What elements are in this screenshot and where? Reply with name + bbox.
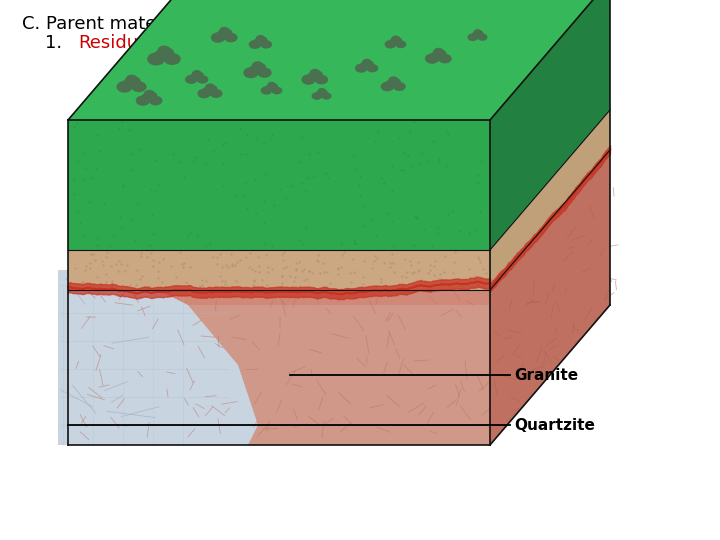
Ellipse shape <box>355 64 367 73</box>
Ellipse shape <box>384 40 396 49</box>
Ellipse shape <box>192 70 202 78</box>
Ellipse shape <box>243 67 258 78</box>
Ellipse shape <box>211 32 225 43</box>
Ellipse shape <box>318 88 326 94</box>
Ellipse shape <box>144 90 155 99</box>
Ellipse shape <box>320 90 328 96</box>
Ellipse shape <box>386 80 395 87</box>
Ellipse shape <box>205 83 215 92</box>
Text: Residual: Residual <box>78 34 154 52</box>
Ellipse shape <box>190 73 198 80</box>
Ellipse shape <box>122 79 134 87</box>
Polygon shape <box>68 305 610 445</box>
Ellipse shape <box>117 81 132 93</box>
Ellipse shape <box>310 69 320 78</box>
Ellipse shape <box>474 29 482 36</box>
Ellipse shape <box>313 71 323 79</box>
Ellipse shape <box>256 63 266 72</box>
Polygon shape <box>58 270 258 445</box>
Ellipse shape <box>256 35 266 43</box>
Ellipse shape <box>366 64 378 72</box>
Ellipse shape <box>302 75 316 85</box>
Ellipse shape <box>438 54 451 63</box>
Ellipse shape <box>391 36 400 43</box>
Ellipse shape <box>265 85 273 91</box>
Ellipse shape <box>257 68 271 78</box>
Ellipse shape <box>392 78 401 86</box>
Ellipse shape <box>195 72 204 79</box>
Ellipse shape <box>315 91 323 97</box>
Polygon shape <box>490 0 610 250</box>
Ellipse shape <box>472 32 479 38</box>
Ellipse shape <box>360 62 368 69</box>
Ellipse shape <box>130 77 141 86</box>
Polygon shape <box>68 290 490 445</box>
Ellipse shape <box>321 92 332 99</box>
Ellipse shape <box>131 82 147 92</box>
Text: Granite: Granite <box>514 368 578 382</box>
Ellipse shape <box>477 33 487 41</box>
Ellipse shape <box>267 82 276 89</box>
Ellipse shape <box>270 83 278 90</box>
Ellipse shape <box>222 29 233 37</box>
Polygon shape <box>490 150 610 445</box>
Ellipse shape <box>388 76 399 85</box>
Ellipse shape <box>307 72 317 80</box>
Text: soils vs. Transported soils: soils vs. Transported soils <box>138 34 374 52</box>
Ellipse shape <box>210 89 222 98</box>
Ellipse shape <box>395 37 402 44</box>
Ellipse shape <box>135 96 150 106</box>
Ellipse shape <box>154 50 166 60</box>
Ellipse shape <box>197 75 208 84</box>
Ellipse shape <box>259 37 268 44</box>
Ellipse shape <box>163 53 181 65</box>
Text: 1.: 1. <box>22 34 68 52</box>
Ellipse shape <box>248 40 261 49</box>
Ellipse shape <box>393 82 406 91</box>
Ellipse shape <box>425 53 439 64</box>
Ellipse shape <box>219 27 230 36</box>
Polygon shape <box>68 250 490 290</box>
Ellipse shape <box>217 30 226 38</box>
Polygon shape <box>68 0 610 120</box>
Ellipse shape <box>209 85 217 93</box>
Ellipse shape <box>467 33 478 41</box>
Ellipse shape <box>271 86 282 94</box>
Ellipse shape <box>185 75 197 84</box>
Ellipse shape <box>148 92 157 100</box>
Ellipse shape <box>141 93 151 102</box>
Ellipse shape <box>437 50 446 58</box>
Polygon shape <box>68 120 490 250</box>
Ellipse shape <box>147 52 165 65</box>
Ellipse shape <box>149 96 163 105</box>
Ellipse shape <box>260 40 272 49</box>
Ellipse shape <box>433 48 444 57</box>
Ellipse shape <box>125 75 138 85</box>
Ellipse shape <box>381 82 394 91</box>
Ellipse shape <box>366 60 374 68</box>
Polygon shape <box>68 110 610 250</box>
Ellipse shape <box>224 33 238 43</box>
Ellipse shape <box>202 87 212 94</box>
Ellipse shape <box>249 65 259 73</box>
Ellipse shape <box>315 75 328 84</box>
Polygon shape <box>490 110 610 290</box>
Ellipse shape <box>312 92 323 100</box>
Ellipse shape <box>431 51 440 59</box>
Ellipse shape <box>362 59 372 66</box>
Text: C. Parent material: C. Parent material <box>22 15 185 33</box>
Ellipse shape <box>389 38 397 45</box>
Ellipse shape <box>252 61 264 71</box>
Ellipse shape <box>157 45 171 57</box>
Ellipse shape <box>197 89 211 98</box>
Text: Quartzite: Quartzite <box>514 417 595 433</box>
Ellipse shape <box>253 38 262 45</box>
Ellipse shape <box>162 48 174 58</box>
Ellipse shape <box>261 86 272 94</box>
Ellipse shape <box>477 31 484 37</box>
Ellipse shape <box>395 40 406 48</box>
